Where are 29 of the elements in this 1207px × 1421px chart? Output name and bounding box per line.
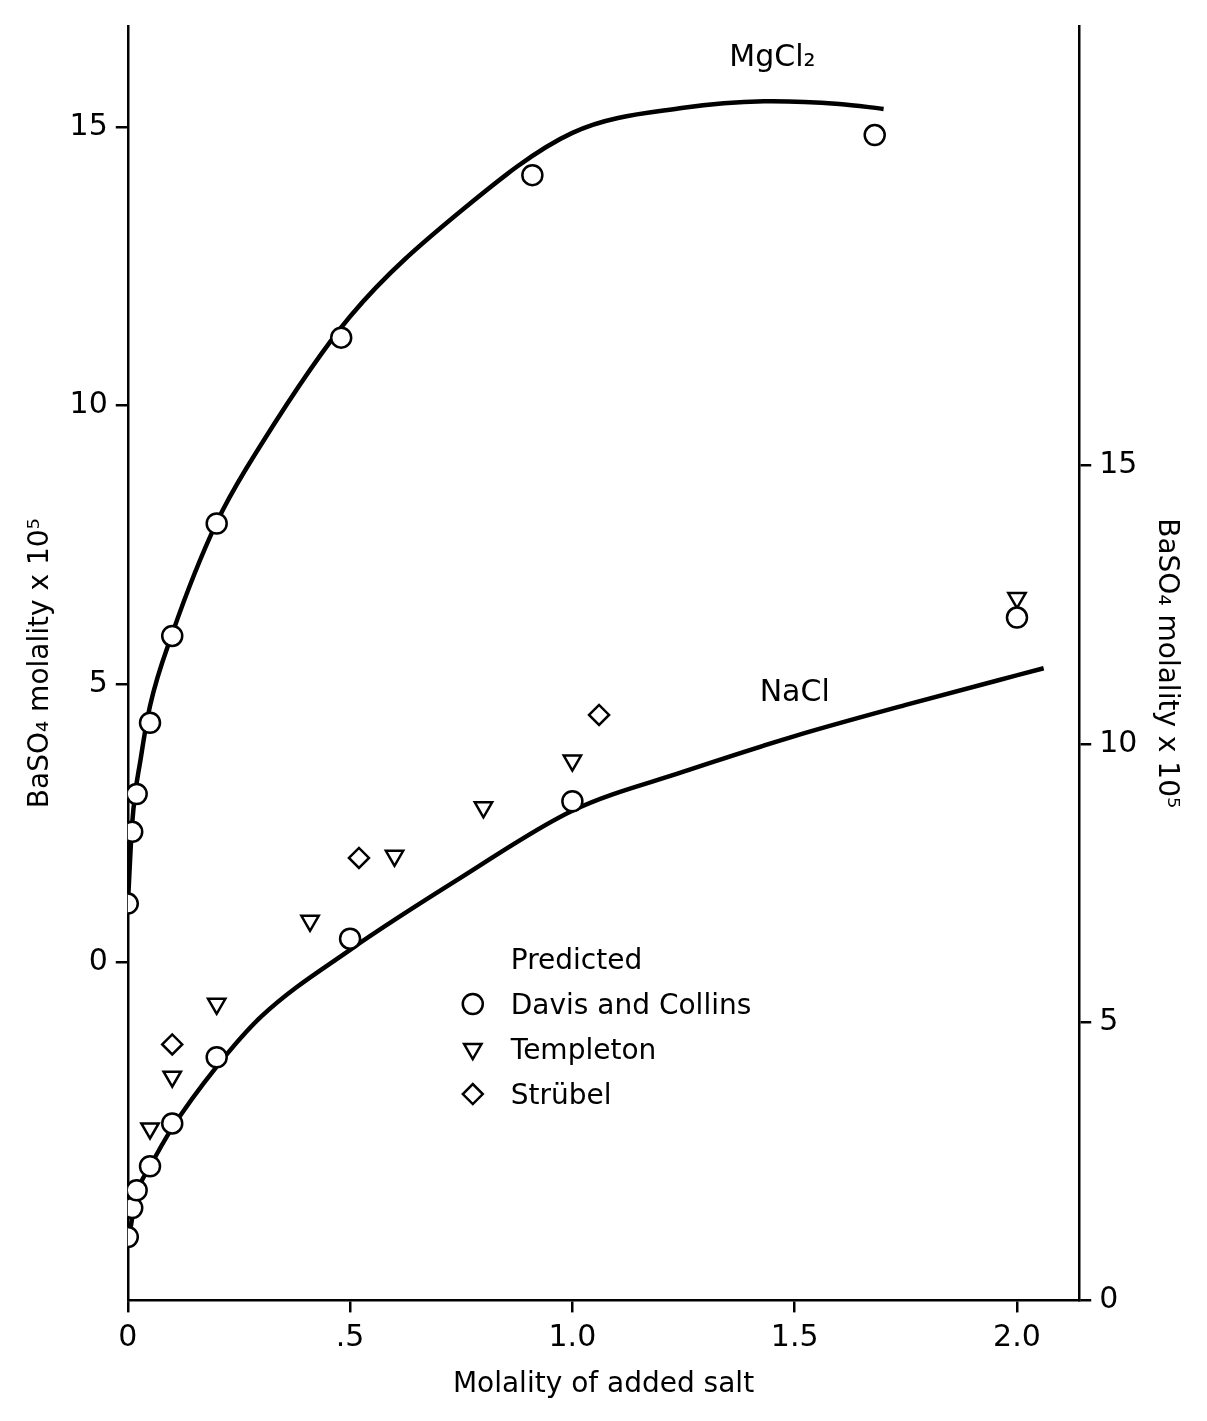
x-tick-label: 0 <box>118 1318 138 1354</box>
annotation: MgCl₂ <box>729 38 816 74</box>
x-tick-label: .5 <box>335 1318 365 1354</box>
y-tick-label: 0 <box>88 941 108 977</box>
y2-tick-label: 10 <box>1099 723 1138 759</box>
y-axis-title: BaSO₄ molality x 10⁵ <box>22 518 56 809</box>
legend-label: Davis and Collins <box>510 988 752 1022</box>
y-tick-label: 15 <box>69 107 108 143</box>
point <box>205 512 228 535</box>
point <box>138 711 162 734</box>
x-tick-label: 2.0 <box>993 1318 1041 1354</box>
y2-tick-label: 15 <box>1099 445 1138 481</box>
x-tick-label: 1.0 <box>548 1318 597 1354</box>
point <box>863 123 886 147</box>
point <box>521 163 544 187</box>
legend-title: Predicted <box>510 943 643 977</box>
legend-label: Templeton <box>509 1033 657 1067</box>
y2-tick-label: 0 <box>1099 1280 1119 1316</box>
y-tick-label: 5 <box>88 663 108 699</box>
x-tick-label: 1.5 <box>770 1318 819 1354</box>
point <box>160 624 184 648</box>
legend-label: Strübel <box>510 1078 612 1112</box>
y2-axis-title: BaSO₄ molality x 10⁵ <box>1151 518 1185 809</box>
y-tick-label: 10 <box>69 385 108 421</box>
x-axis-title: Molality of added salt <box>452 1366 755 1400</box>
y2-tick-label: 5 <box>1099 1001 1119 1037</box>
annotation: NaCl <box>759 673 830 709</box>
point <box>127 782 148 806</box>
point <box>329 326 353 349</box>
